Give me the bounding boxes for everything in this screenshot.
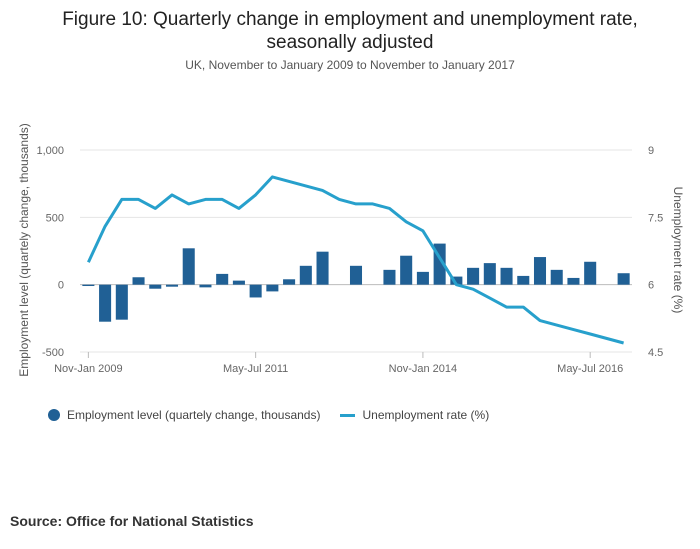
- employment-bar[interactable]: [99, 284, 112, 322]
- employment-bar[interactable]: [617, 273, 630, 285]
- employment-bar[interactable]: [584, 261, 597, 285]
- employment-bar[interactable]: [82, 284, 95, 287]
- source-note: Source: Office for National Statistics: [10, 513, 254, 529]
- employment-bar[interactable]: [483, 263, 496, 285]
- employment-bar[interactable]: [199, 284, 212, 288]
- chart-title-line-2: seasonally adjusted: [266, 32, 434, 53]
- chart-canvas: -500 0 500 1,000 4.5 6 7.5 9 Nov-Jan 2009 May-Jul…: [17, 123, 685, 376]
- chart-title: Figure 10: Quarterly change in employmen…: [0, 8, 700, 54]
- employment-bar[interactable]: [517, 275, 530, 285]
- y-axis-right-title: Unemployment rate (%): [671, 187, 685, 314]
- unemployment-line[interactable]: [87, 175, 624, 345]
- employment-bar[interactable]: [383, 269, 396, 285]
- y-right-tick-label: 4.5: [648, 347, 663, 359]
- employment-bar[interactable]: [216, 273, 229, 285]
- legend-employment-label: Employment level (quartely change, thous…: [67, 408, 321, 422]
- legend-unemployment-label: Unemployment rate (%): [362, 408, 490, 422]
- chart-subtitle: UK, November to January 2009 to November…: [185, 58, 515, 72]
- employment-bar[interactable]: [132, 277, 145, 285]
- employment-bar[interactable]: [416, 271, 429, 285]
- employment-bar[interactable]: [232, 280, 245, 285]
- y-left-tick-label: -500: [42, 347, 64, 359]
- y-left-tick-label: 1,000: [36, 145, 64, 157]
- employment-bar[interactable]: [283, 279, 296, 285]
- employment-bar[interactable]: [316, 251, 329, 285]
- employment-bar[interactable]: [299, 265, 312, 285]
- employment-bar[interactable]: [165, 284, 179, 287]
- employment-bars: [82, 243, 630, 322]
- employment-bar[interactable]: [266, 284, 279, 292]
- x-tick-label: May-Jul 2016: [557, 363, 623, 375]
- employment-bar[interactable]: [149, 284, 162, 289]
- y-right-tick-label: 9: [648, 145, 654, 157]
- employment-bar[interactable]: [249, 284, 262, 298]
- chart-title-line-1: Figure 10: Quarterly change in employmen…: [62, 9, 638, 30]
- employment-bar[interactable]: [500, 267, 513, 285]
- legend-line-marker: [340, 413, 356, 417]
- employment-bar[interactable]: [533, 257, 547, 285]
- legend-bar-marker: [48, 409, 60, 421]
- y-left-tick-label: 0: [58, 280, 64, 292]
- y-left-tick-label: 500: [46, 212, 64, 224]
- employment-bar[interactable]: [550, 269, 563, 285]
- y-right-tick-label: 6: [648, 280, 654, 292]
- employment-bar[interactable]: [450, 276, 463, 285]
- employment-bar[interactable]: [400, 255, 413, 285]
- employment-bar[interactable]: [182, 248, 195, 285]
- legend-item-employment[interactable]: Employment level (quartely change, thous…: [48, 408, 320, 422]
- legend: Employment level (quartely change, thous…: [48, 408, 509, 422]
- y-right-tick-label: 7.5: [648, 212, 663, 224]
- employment-bar[interactable]: [115, 284, 128, 320]
- legend-item-unemployment[interactable]: Unemployment rate (%): [340, 408, 489, 422]
- employment-bar[interactable]: [349, 265, 363, 285]
- x-tick-label: Nov-Jan 2014: [389, 363, 458, 375]
- employment-bar[interactable]: [567, 277, 580, 285]
- unemployment-line-group: [87, 175, 624, 345]
- x-tick-label: Nov-Jan 2009: [54, 363, 123, 375]
- y-axis-left-title: Employment level (quartely change, thous…: [17, 123, 31, 376]
- axes: -500 0 500 1,000 4.5 6 7.5 9 Nov-Jan 2009 May-Jul…: [36, 145, 663, 375]
- employment-bar[interactable]: [467, 267, 480, 285]
- x-tick-label: May-Jul 2011: [223, 363, 288, 375]
